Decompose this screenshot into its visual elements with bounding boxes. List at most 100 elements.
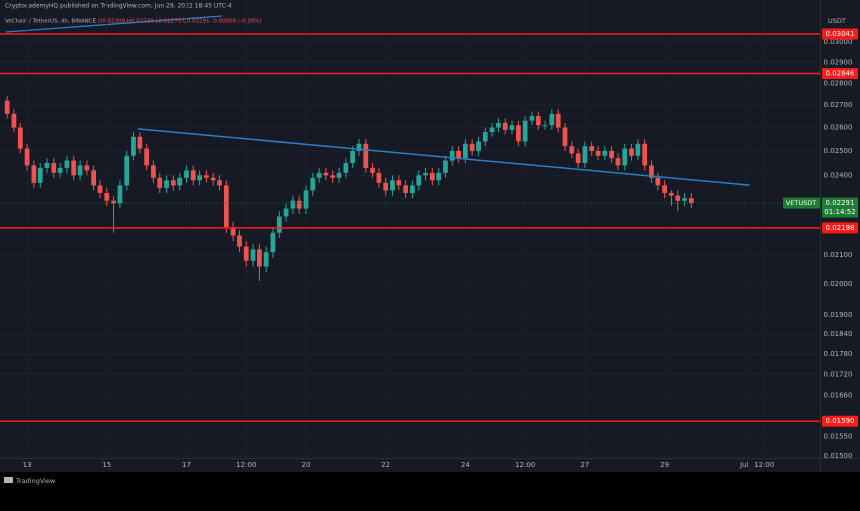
candle-body (629, 148, 634, 156)
x-tick-label: 20 (302, 461, 311, 469)
x-tick-label: 29 (660, 461, 669, 469)
candle-body (423, 172, 428, 176)
candle-body (51, 162, 57, 173)
candle-body (535, 116, 541, 126)
publisher: CryptocademyHQ published on TradingView.… (5, 3, 232, 10)
brand: TradingView (15, 477, 56, 485)
price-label: 0.02291 (826, 199, 855, 207)
candle-body (104, 192, 110, 201)
x-tick-label: 27 (580, 461, 589, 469)
x-tick-label: 17 (182, 461, 191, 469)
candle-body (243, 246, 249, 261)
candle-body (390, 180, 395, 191)
candle-body (602, 150, 608, 156)
y-tick-label: 0.01500 (824, 452, 853, 460)
candle-body (496, 122, 501, 128)
candle-body (223, 185, 229, 228)
y-tick-label: 0.01660 (824, 391, 853, 399)
x-tick-label: 12:00 (754, 461, 774, 469)
candle-body (649, 165, 654, 178)
candle-body (124, 155, 130, 186)
candle-body (416, 175, 422, 186)
y-tick-label: 0.01840 (824, 330, 853, 338)
candle-body (217, 180, 222, 186)
candle-body (64, 160, 70, 168)
candle-body (595, 150, 601, 156)
candle-body (57, 167, 63, 173)
candle-body (24, 148, 30, 166)
candle-body (330, 175, 336, 178)
candle-body (609, 150, 614, 159)
candle-body (456, 150, 461, 159)
candle-body (569, 146, 575, 154)
candle-body (516, 125, 521, 142)
y-tick-label: 0.02100 (824, 251, 853, 259)
x-tick-label: 13 (23, 461, 32, 469)
y-tick-label: 0.02800 (824, 79, 853, 87)
symbol: VeChain / TetherUS, 4h, BINANCE (5, 19, 97, 25)
candle-body (469, 143, 475, 151)
logo (4, 477, 13, 483)
candle-body (190, 170, 196, 181)
y-tick-label: 0.02000 (824, 280, 853, 288)
candle-body (283, 208, 289, 217)
candle-body (131, 136, 136, 156)
candle-body (370, 167, 375, 173)
candle-body (4, 100, 10, 114)
symbol-label: VETUSDT (786, 199, 816, 207)
level-label-box (822, 28, 858, 40)
candle-body (662, 185, 667, 193)
level-label: 0.02846 (826, 70, 855, 78)
candle-body (17, 127, 23, 149)
candle-body (509, 125, 515, 130)
candle-body (290, 200, 296, 209)
candle-body (675, 195, 681, 201)
candle-body (263, 252, 269, 267)
candle-body (316, 172, 322, 178)
y-tick-label: 0.02400 (824, 171, 853, 179)
candle-body (257, 249, 262, 267)
candle-body (489, 127, 495, 133)
candle-body (688, 198, 694, 204)
level-label-box (822, 415, 858, 427)
y-tick-label: 0.01550 (824, 432, 853, 440)
ohlc: O0.02300 H0.02330 L0.02270 C0.02291 -0.0… (98, 19, 262, 25)
candle-body (270, 232, 276, 253)
candle-body (197, 175, 202, 181)
candle-body (310, 177, 316, 191)
candle-body (250, 249, 256, 261)
candle-body (137, 136, 143, 149)
x-tick-label: Jul (739, 461, 749, 469)
candle-body (642, 143, 648, 166)
countdown: 01:14:52 (824, 208, 855, 216)
candle-body (350, 150, 355, 163)
candle-body (151, 165, 156, 178)
x-tick-label: 24 (461, 461, 470, 469)
y-tick-label: 0.02500 (824, 147, 853, 155)
y-tick-label: 0.02700 (824, 101, 853, 109)
candle-body (429, 172, 435, 181)
candle-body (682, 198, 687, 201)
x-tick-label: 15 (102, 461, 111, 469)
candle-body (403, 185, 408, 193)
candle-body (396, 180, 402, 186)
level-label: 0.03041 (826, 30, 855, 38)
candle-body (622, 148, 628, 166)
y-tick-label: 0.01720 (824, 370, 853, 378)
candle-body (343, 162, 349, 173)
candle-body (276, 216, 282, 233)
y-tick-label: 0.01780 (824, 350, 853, 358)
candle-body (164, 180, 169, 188)
candle-body (635, 143, 641, 156)
x-tick-label: 22 (381, 461, 390, 469)
candle-body (575, 153, 581, 163)
candle-body (476, 141, 481, 151)
candle-body (562, 127, 568, 147)
candle-body (443, 160, 448, 173)
level-label: 0.02198 (826, 224, 855, 232)
candle-body (669, 192, 674, 196)
price-box (822, 197, 858, 218)
y-tick-label: 0.01900 (824, 311, 853, 319)
candle-body (77, 165, 83, 176)
level-label: 0.01590 (826, 417, 855, 425)
